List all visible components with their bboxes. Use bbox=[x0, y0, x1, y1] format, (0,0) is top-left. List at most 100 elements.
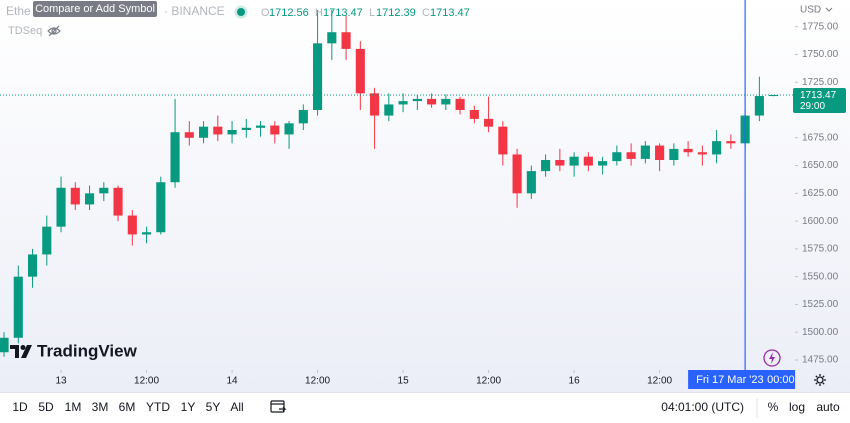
candle-body bbox=[156, 182, 166, 233]
candle-body bbox=[754, 96, 764, 116]
candle-body bbox=[42, 226, 52, 255]
candle-body bbox=[398, 101, 408, 105]
candle-body bbox=[327, 32, 337, 44]
candle-body bbox=[141, 232, 152, 235]
price-label-box bbox=[793, 88, 846, 114]
range-button[interactable]: 1D bbox=[12, 400, 28, 414]
logo bbox=[10, 345, 32, 358]
x-tick-label: 13 bbox=[55, 376, 67, 387]
high-label: H bbox=[315, 7, 323, 19]
alert-icon[interactable] bbox=[763, 349, 781, 367]
candle-body bbox=[598, 161, 608, 166]
candle-body bbox=[84, 193, 95, 205]
range-button[interactable]: 1Y bbox=[181, 400, 196, 414]
range-button[interactable]: 5Y bbox=[206, 400, 221, 414]
candle-body bbox=[270, 125, 280, 135]
candle-body bbox=[241, 127, 251, 130]
candle-body bbox=[712, 141, 722, 155]
candle-body bbox=[626, 152, 636, 159]
candle-body bbox=[127, 215, 137, 235]
candle-body bbox=[512, 154, 522, 194]
candle-body bbox=[612, 152, 622, 162]
crosshair-date: Fri 17 Mar '23 bbox=[696, 374, 764, 386]
x-tick-label: 16 bbox=[569, 376, 581, 387]
indicator[interactable]: TDSeq bbox=[8, 25, 42, 37]
candle-body bbox=[583, 156, 593, 166]
open-label: O bbox=[261, 7, 270, 19]
y-tick-label: 1600.00 bbox=[802, 216, 839, 227]
close-label: C bbox=[422, 7, 430, 19]
x-tick-label: 12:00 bbox=[305, 376, 330, 387]
y-tick-label: 1750.00 bbox=[802, 49, 839, 60]
y-tick-label: 1725.00 bbox=[802, 77, 839, 88]
candle-body bbox=[284, 123, 294, 135]
range-button[interactable]: All bbox=[230, 400, 243, 414]
candle-body bbox=[427, 98, 437, 105]
candle-body bbox=[526, 171, 536, 194]
candle-body bbox=[298, 110, 308, 124]
y-tick-label: 1525.00 bbox=[802, 299, 839, 310]
x-tick-label: 14 bbox=[227, 376, 239, 387]
plot-background bbox=[0, 0, 850, 392]
candle-body bbox=[455, 98, 465, 110]
y-tick-label: 1550.00 bbox=[802, 271, 839, 282]
price-label: 1713.47 bbox=[800, 90, 837, 101]
candle-body bbox=[341, 32, 351, 49]
range-button[interactable]: 1M bbox=[65, 400, 82, 414]
candle-body bbox=[13, 276, 23, 338]
candle-body bbox=[227, 130, 237, 135]
crosshair-label-box bbox=[688, 370, 796, 389]
candle-body bbox=[469, 110, 479, 119]
candle-body bbox=[370, 93, 380, 116]
x-tick-label: 15 bbox=[398, 376, 410, 387]
candle-body bbox=[640, 145, 650, 159]
candle-body bbox=[213, 126, 223, 135]
high-value: 1713.47 bbox=[323, 7, 363, 19]
range-button[interactable]: 3M bbox=[92, 400, 109, 414]
candle-body bbox=[669, 148, 679, 160]
y-tick-label: 1650.00 bbox=[802, 160, 839, 171]
candle-body bbox=[769, 95, 779, 97]
exchange: · BINANCE bbox=[164, 4, 225, 18]
currency-caret[interactable] bbox=[825, 7, 833, 12]
candle-body bbox=[683, 148, 693, 153]
brand: TradingView bbox=[37, 341, 138, 360]
candle-body bbox=[484, 118, 494, 127]
candle-body bbox=[0, 337, 9, 353]
range-button[interactable]: 5D bbox=[38, 400, 54, 414]
price-countdown: 29:00 bbox=[800, 101, 825, 112]
candle-body bbox=[99, 187, 109, 194]
y-tick-label: 1575.00 bbox=[802, 244, 839, 255]
settings-icon[interactable] bbox=[814, 374, 826, 386]
candle-body bbox=[27, 254, 38, 277]
range-button[interactable]: 6M bbox=[119, 400, 136, 414]
auto-toggle[interactable]: auto bbox=[816, 400, 840, 414]
currency: USD bbox=[800, 5, 821, 16]
y-tick-label: 1675.00 bbox=[802, 132, 839, 143]
y-tick-label: 1475.00 bbox=[802, 355, 839, 366]
candle-body bbox=[313, 43, 323, 111]
candle-body bbox=[170, 132, 180, 183]
y-tick-label: 1625.00 bbox=[802, 188, 839, 199]
low-label: L bbox=[369, 7, 375, 19]
candle-body bbox=[569, 156, 579, 166]
range-button[interactable]: YTD bbox=[146, 400, 170, 414]
candle-body bbox=[697, 152, 707, 155]
candle-body bbox=[113, 187, 123, 216]
market-status bbox=[237, 8, 245, 16]
candle-body bbox=[655, 145, 665, 160]
candle-body bbox=[355, 48, 365, 94]
log-toggle[interactable]: log bbox=[789, 400, 805, 414]
low-value: 1712.39 bbox=[376, 7, 416, 19]
clock: 04:01:00 (UTC) bbox=[661, 400, 744, 414]
hide-icon[interactable] bbox=[47, 25, 61, 37]
y-tick-label: 1775.00 bbox=[802, 21, 839, 32]
candle-body bbox=[555, 160, 565, 166]
candle-body bbox=[498, 126, 508, 155]
percent-toggle[interactable]: % bbox=[768, 400, 779, 414]
candle-body bbox=[198, 126, 209, 138]
date-range-icon[interactable] bbox=[270, 400, 287, 413]
candle-body bbox=[384, 104, 394, 116]
market-status-halo bbox=[234, 5, 248, 19]
